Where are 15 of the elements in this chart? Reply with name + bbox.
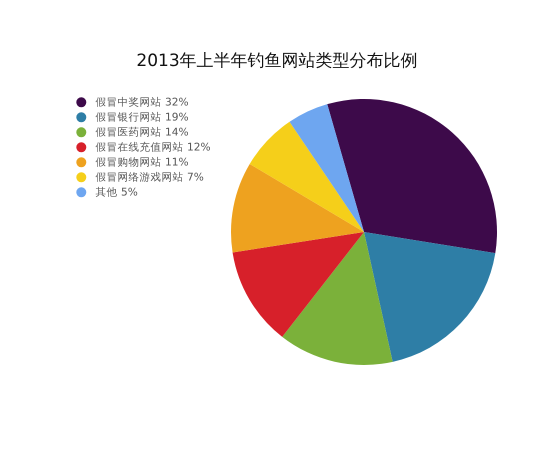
pie-slice: [327, 99, 497, 254]
legend-label: 假冒网络游戏网站 7%: [96, 170, 204, 184]
legend-label: 假冒医药网站 14%: [96, 125, 189, 138]
legend-label: 假冒在线充值网站 12%: [96, 140, 211, 154]
pie-slice: [231, 164, 364, 252]
pie-slice: [290, 104, 364, 232]
pie-slice: [232, 232, 364, 337]
pie-slice: [250, 122, 364, 232]
pie-slice: [282, 232, 393, 365]
legend-label: 假冒银行网站 19%: [96, 110, 189, 124]
pie-slice: [364, 232, 496, 362]
legend-label: 假冒中奖网站 32%: [96, 95, 189, 108]
legend-label: 其他 5%: [96, 185, 138, 198]
legend-label: 假冒购物网站 11%: [96, 155, 189, 168]
chart-title: 2013年上半年钓鱼网站类型分布比例: [136, 51, 418, 71]
